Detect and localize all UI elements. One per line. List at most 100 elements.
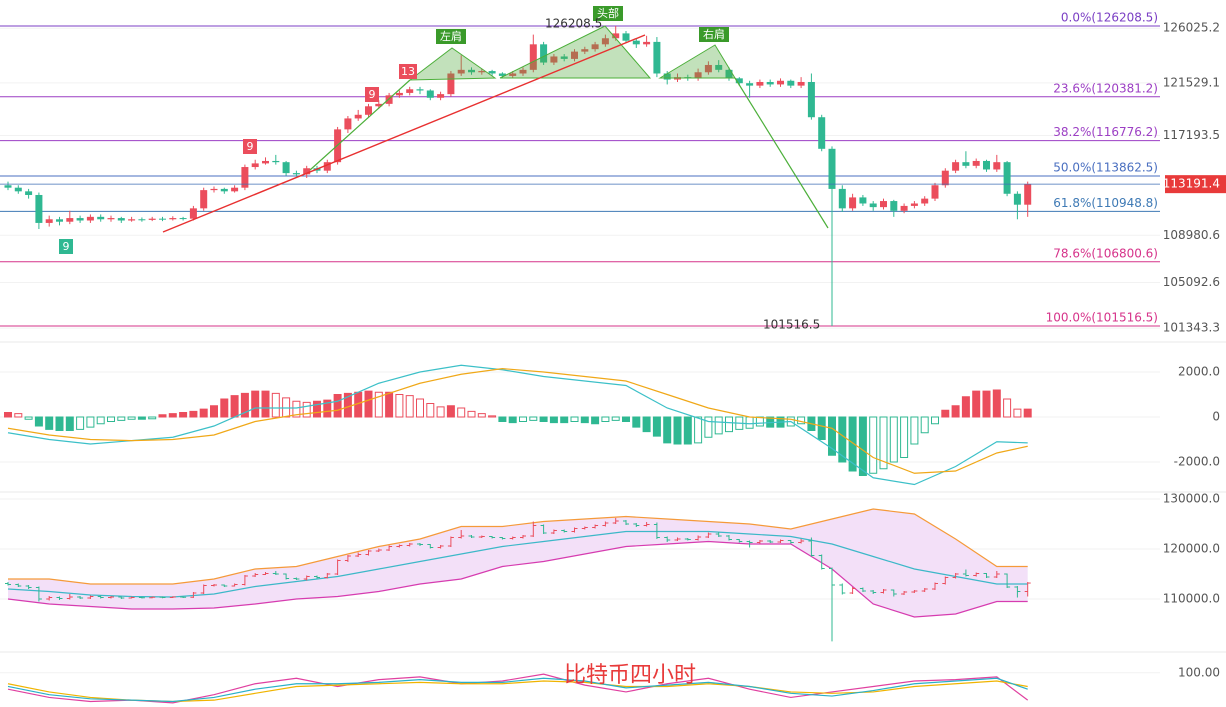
- candle-body: [251, 163, 259, 168]
- candle-body: [138, 219, 146, 221]
- macd-bar: [457, 407, 466, 418]
- upper-band: [8, 508, 1028, 585]
- candle-body: [241, 167, 249, 188]
- candle-body: [560, 56, 568, 59]
- high-label: 126208.5: [545, 17, 602, 31]
- macd-bar: [210, 405, 218, 418]
- candle-body: [777, 80, 784, 85]
- candle-body: [797, 81, 805, 86]
- macd-bar: [313, 400, 321, 418]
- candle-body: [756, 81, 764, 86]
- candle-body: [272, 160, 280, 163]
- candle-body: [35, 194, 43, 223]
- candle-body: [704, 64, 712, 73]
- candle-body: [581, 49, 589, 52]
- candle-body: [571, 51, 578, 59]
- dea-line: [7, 368, 1028, 474]
- candle-body: [910, 203, 918, 206]
- candle-body: [622, 33, 630, 41]
- candle-body: [323, 162, 331, 171]
- candle-body: [529, 44, 537, 70]
- candle-body: [838, 188, 846, 209]
- macd-bar: [302, 401, 311, 418]
- candle-body: [292, 173, 300, 175]
- macd-bar: [972, 390, 981, 418]
- lower-band: [7, 540, 1028, 618]
- macd-bar: [498, 416, 507, 422]
- macd-bar: [817, 416, 826, 440]
- right-shoulder-shape: [658, 44, 736, 79]
- fib-label: 50.0%(113862.5): [1053, 160, 1158, 174]
- td-mark: 9: [247, 140, 254, 153]
- candle-body: [468, 69, 475, 73]
- macd-bar: [477, 413, 486, 418]
- candle-body: [354, 114, 362, 119]
- y-tick-label: 126025.2: [1163, 21, 1220, 35]
- candle-body: [931, 185, 939, 199]
- macd-bar: [663, 416, 672, 444]
- macd-bar: [86, 416, 95, 428]
- macd-bar: [858, 416, 867, 476]
- label-box: [436, 29, 466, 44]
- macd-bar: [889, 416, 898, 463]
- macd-bar: [900, 416, 909, 458]
- macd-bar: [240, 392, 249, 418]
- candle-body: [509, 73, 517, 76]
- macd-bar: [642, 416, 651, 433]
- candle-body: [715, 64, 723, 70]
- pattern-label: 右肩: [703, 27, 725, 41]
- candle-body: [457, 69, 465, 74]
- candle-body: [375, 103, 383, 107]
- macd-bar: [364, 390, 373, 418]
- candle-body: [849, 197, 857, 209]
- macd-bar: [168, 413, 177, 418]
- y-tick-label: 108980.6: [1163, 228, 1220, 242]
- candle-body: [97, 216, 105, 220]
- rsi-line: [7, 677, 1028, 703]
- macd-bar: [714, 416, 723, 435]
- candle-body: [107, 218, 115, 220]
- macd-bar: [591, 416, 600, 425]
- macd-bar: [385, 391, 394, 418]
- y-tick-label: 130000.0: [1163, 492, 1220, 506]
- last-price-box: [1165, 175, 1226, 194]
- td-box: [399, 64, 417, 79]
- candle-body: [210, 188, 218, 191]
- macd-bar: [1013, 408, 1022, 418]
- macd-bar: [467, 410, 476, 418]
- macd-bar: [65, 416, 74, 431]
- macd-bar: [704, 416, 713, 438]
- y-tick-label: 100.00: [1178, 665, 1220, 679]
- macd-bar: [951, 405, 960, 418]
- macd-bar: [961, 396, 970, 418]
- macd-bar: [1023, 408, 1032, 418]
- candle-body: [4, 185, 12, 188]
- macd-bar: [220, 398, 229, 418]
- macd-bar: [508, 416, 517, 424]
- candle-body: [591, 44, 599, 50]
- candle-body: [148, 218, 156, 220]
- macd-bar: [446, 405, 455, 418]
- candle-body: [643, 41, 651, 45]
- macd-bar: [436, 406, 445, 418]
- macd-bar: [725, 416, 733, 433]
- macd-bar: [426, 403, 435, 418]
- macd-bar: [179, 412, 188, 418]
- candle-body: [66, 218, 74, 222]
- pattern-line: [309, 79, 411, 171]
- candle-body: [890, 201, 898, 211]
- left-shoulder-shape: [408, 47, 497, 81]
- candle-body: [76, 218, 84, 221]
- last-price-label: 113191.4: [1163, 177, 1220, 191]
- pattern-label: 左肩: [440, 29, 462, 43]
- candle-body: [869, 203, 877, 208]
- candle-body: [303, 168, 311, 175]
- candle-body: [880, 201, 887, 208]
- macd-bar: [395, 394, 404, 418]
- head-shape: [499, 25, 652, 79]
- macd-bar: [560, 416, 569, 424]
- macd-bar: [96, 416, 105, 425]
- macd-bar: [55, 416, 64, 431]
- pattern-line: [734, 77, 829, 229]
- macd-bar: [982, 390, 991, 418]
